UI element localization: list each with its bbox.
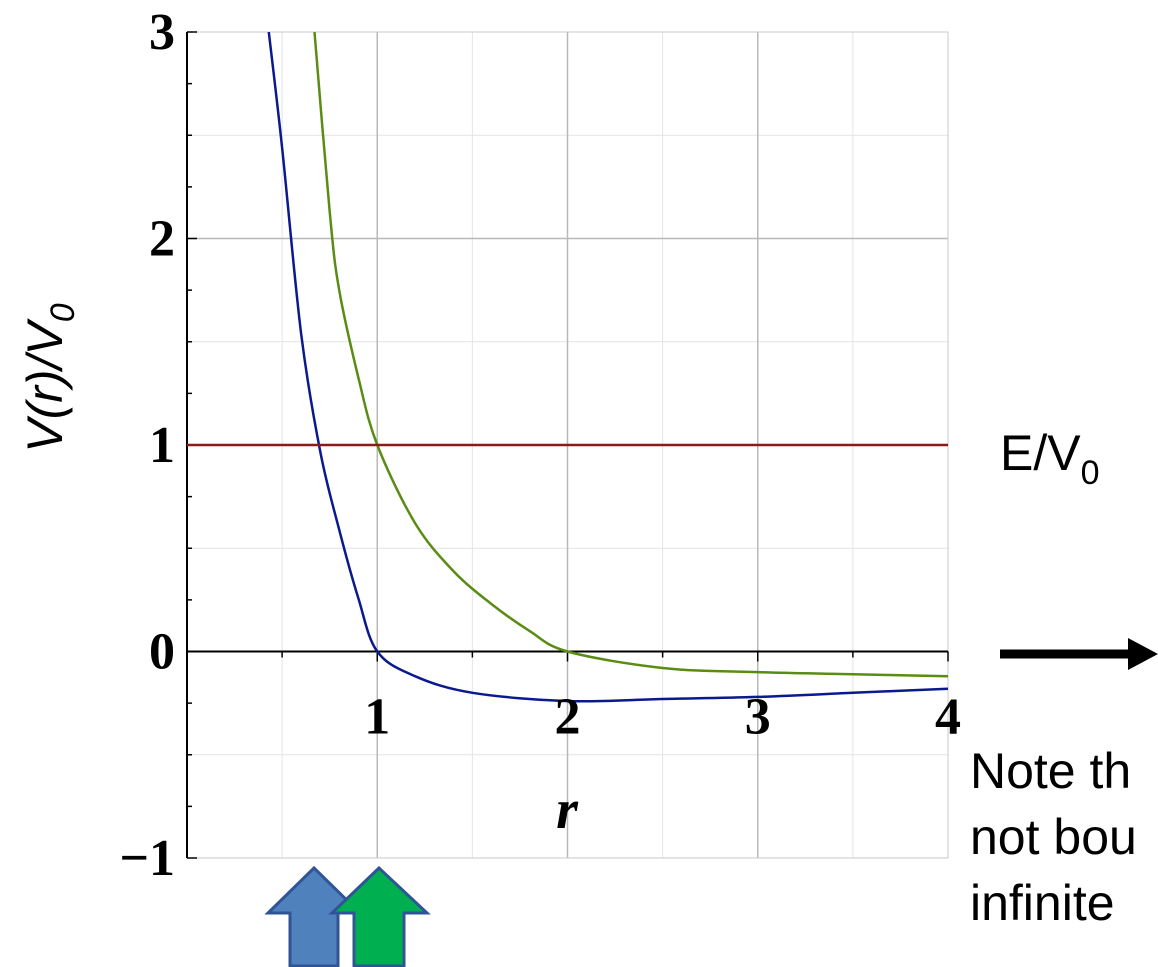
tick-labels: 1 2 3 4 −1 0 1 2 3: [119, 4, 961, 887]
blue-potential-curve: [267, 31, 949, 703]
right-arrow-head: [1128, 638, 1158, 670]
y-tick-label: 3: [149, 4, 175, 61]
note-line-2: not bou: [970, 809, 1137, 865]
x-tick-label: 4: [935, 689, 961, 746]
blue-up-arrow: [264, 865, 364, 967]
note-line-1: Note th: [970, 743, 1131, 799]
y-axis-label-subscript: 0: [44, 303, 82, 322]
x-tick-label: 2: [555, 689, 581, 746]
energy-label: E/V0: [1000, 425, 1100, 492]
right-arrow: [1000, 638, 1158, 670]
green-potential-curve: [313, 31, 949, 678]
y-tick-label: −1: [119, 830, 175, 887]
green-up-arrow: [328, 865, 431, 967]
x-axis-label: r: [556, 779, 579, 841]
energy-label-main: E/V: [1000, 425, 1081, 481]
x-tick-label: 1: [364, 689, 390, 746]
x-tick-label: 3: [745, 689, 771, 746]
y-tick-label: 0: [149, 624, 175, 681]
y-axis-label-main: V(r)/V: [17, 318, 73, 453]
y-tick-label: 2: [149, 211, 175, 268]
note-line-3: infinite: [970, 875, 1115, 931]
tick-marks: [187, 31, 949, 859]
y-axis-label: V(r)/V0: [17, 303, 82, 453]
series-layer: [187, 31, 949, 703]
y-tick-label: 1: [149, 417, 175, 474]
energy-label-subscript: 0: [1081, 454, 1100, 492]
